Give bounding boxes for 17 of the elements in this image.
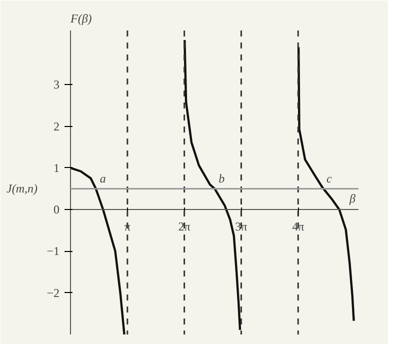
x-tick-label: π: [124, 220, 130, 234]
ref-line-label: J(m,n): [6, 182, 38, 196]
y-tick-label: −1: [46, 244, 60, 258]
annotation: b: [218, 172, 225, 186]
x-tick-label: 3π: [235, 220, 248, 234]
annotation: a: [100, 172, 106, 186]
x-axis-title: β: [348, 192, 356, 206]
y-axis-title: F(β): [70, 12, 92, 26]
line-series: [70, 166, 126, 334]
annotation: c: [326, 172, 332, 186]
y-tick-label: 0: [54, 202, 60, 217]
y-tick-label: 2: [54, 119, 60, 134]
x-tick-label: 4π: [292, 220, 304, 234]
y-tick-label: 3: [54, 78, 60, 92]
y-tick-label: 1: [54, 160, 60, 175]
x-tick-label: 2π: [178, 220, 190, 234]
y-tick-label: −2: [46, 286, 60, 300]
